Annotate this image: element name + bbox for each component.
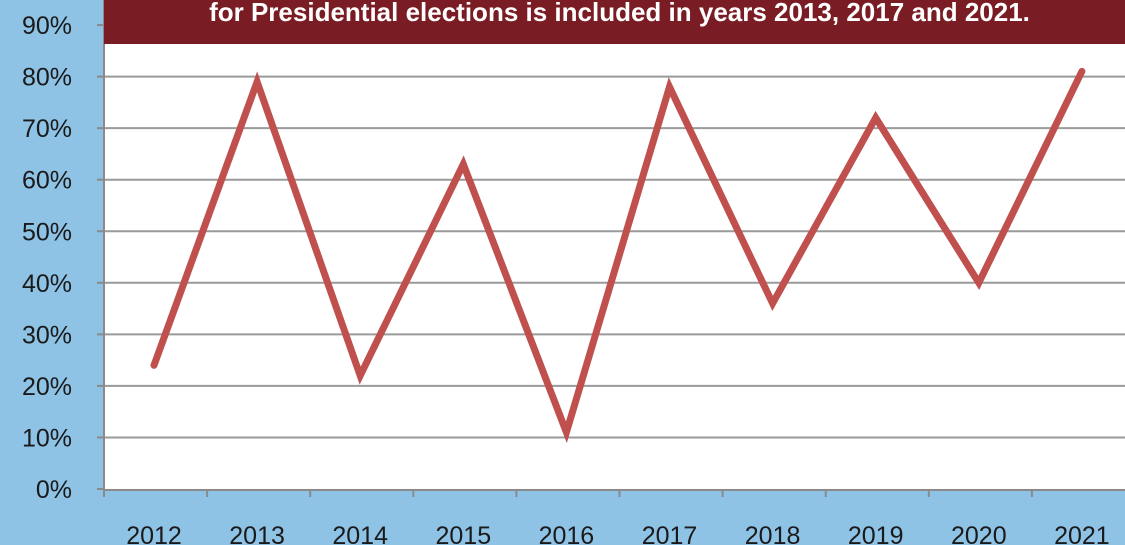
y-tick-label: 10% bbox=[22, 424, 72, 452]
y-tick-label: 60% bbox=[22, 167, 72, 195]
y-tick-label: 30% bbox=[22, 321, 72, 349]
y-tick-label: 50% bbox=[22, 218, 72, 246]
x-tick-label-2018: 2018 bbox=[745, 522, 801, 545]
series-lines bbox=[150, 67, 1086, 444]
x-tick-label-2019: 2019 bbox=[848, 522, 904, 545]
y-tick-label: 40% bbox=[22, 270, 72, 298]
axes bbox=[97, 0, 1125, 497]
x-tick-label-2014: 2014 bbox=[332, 522, 388, 545]
y-tick-label: 0% bbox=[36, 476, 72, 504]
y-tick-label: 90% bbox=[22, 12, 72, 40]
x-tick-labels: 2012 2013 2014 2015 2016 2017 2018 2019 2020 2021 bbox=[126, 522, 1110, 545]
x-tick-label-2013: 2013 bbox=[229, 522, 285, 545]
x-tick-label-2012: 2012 bbox=[126, 522, 182, 545]
y-tick-label: 70% bbox=[22, 115, 72, 143]
x-tick-label-2016: 2016 bbox=[539, 522, 595, 545]
x-tick-label-2021: 2021 bbox=[1054, 522, 1110, 545]
y-tick-label: 80% bbox=[22, 64, 72, 92]
series-line-0 bbox=[150, 67, 1086, 444]
x-tick-label-2017: 2017 bbox=[642, 522, 698, 545]
x-tick-label-2015: 2015 bbox=[435, 522, 491, 545]
y-tick-label: 20% bbox=[22, 373, 72, 401]
y-tick-labels: 0% 10% 20% 30% 40% 50% 60% 70% 80% 90% bbox=[22, 12, 72, 504]
x-tick-label-2020: 2020 bbox=[951, 522, 1007, 545]
note-banner: for Presidential elections is included i… bbox=[104, 0, 1125, 44]
